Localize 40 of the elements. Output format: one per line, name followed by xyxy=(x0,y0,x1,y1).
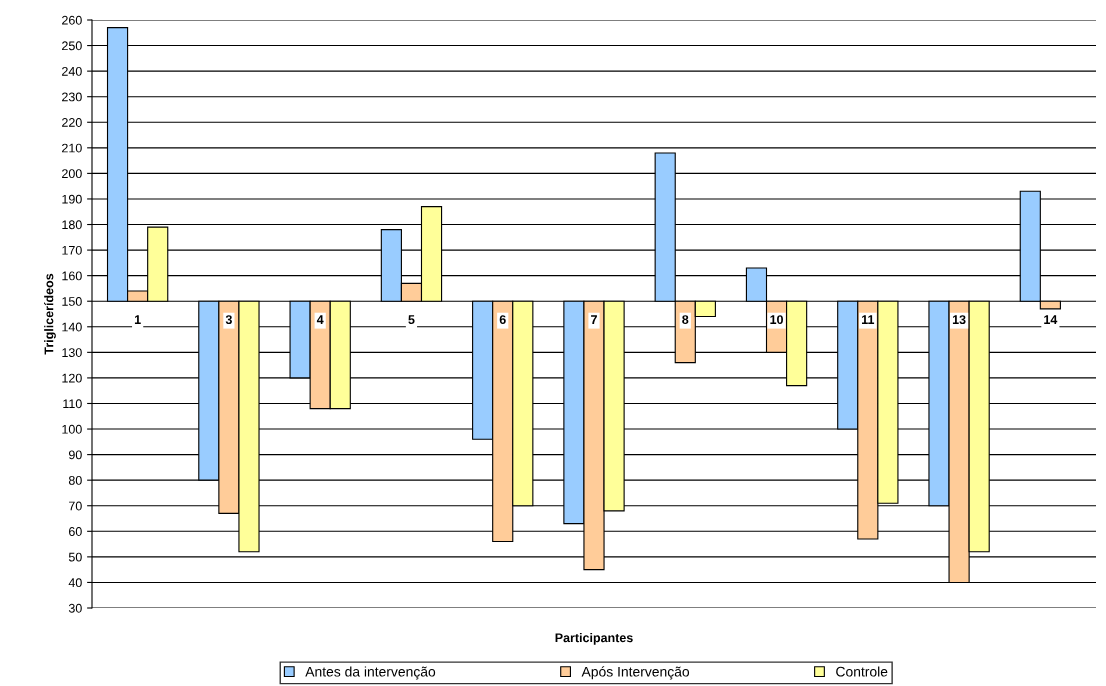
y-tick-label: 100 xyxy=(62,424,82,434)
y-tick-label: 80 xyxy=(68,475,82,485)
x-tick-label: 3 xyxy=(225,315,232,325)
y-tick-label: 230 xyxy=(62,92,82,102)
x-tick-label: 11 xyxy=(862,315,875,324)
y-tick-label: 170 xyxy=(62,245,82,255)
legend-label: Antes da intervenção xyxy=(305,666,436,680)
legend-label: Após Intervenção xyxy=(581,666,690,680)
y-tick-label: 150 xyxy=(62,297,82,306)
y-tick-label: 210 xyxy=(62,143,82,153)
y-tick-label: 140 xyxy=(62,322,82,332)
y-tick-label: 190 xyxy=(62,194,82,204)
x-axis-title: Participantes xyxy=(555,633,633,645)
x-tick-label: 5 xyxy=(408,315,415,325)
y-axis-title: Triglicerídeos xyxy=(44,273,56,355)
y-tick-label: 60 xyxy=(69,527,82,536)
legend-label: Controle xyxy=(836,666,888,677)
y-tick-label: 50 xyxy=(68,552,82,562)
y-tick-label: 160 xyxy=(62,271,82,281)
x-tick-label: 4 xyxy=(316,315,324,324)
y-tick-label: 40 xyxy=(68,578,82,588)
x-tick-label: 10 xyxy=(770,315,783,325)
y-tick-label: 260 xyxy=(62,15,82,25)
x-tick-label: 6 xyxy=(499,315,506,325)
x-tick-label: 8 xyxy=(682,315,689,325)
y-tick-label: 90 xyxy=(68,450,82,460)
x-tick-label: 13 xyxy=(952,315,966,325)
y-tick-label: 70 xyxy=(69,501,82,511)
y-tick-label: 220 xyxy=(62,118,82,127)
x-tick-label: 1 xyxy=(134,315,141,324)
y-tick-label: 180 xyxy=(62,220,82,230)
y-tick-label: 130 xyxy=(62,348,82,357)
y-tick-label: 120 xyxy=(62,373,82,383)
x-tick-label: 7 xyxy=(591,315,597,324)
y-tick-label: 110 xyxy=(63,399,82,409)
y-tick-label: 200 xyxy=(62,169,82,179)
y-tick-label: 240 xyxy=(62,66,82,76)
y-tick-label: 250 xyxy=(62,41,82,51)
x-tick-label: 14 xyxy=(1044,315,1058,324)
y-tick-label: 30 xyxy=(68,603,82,613)
